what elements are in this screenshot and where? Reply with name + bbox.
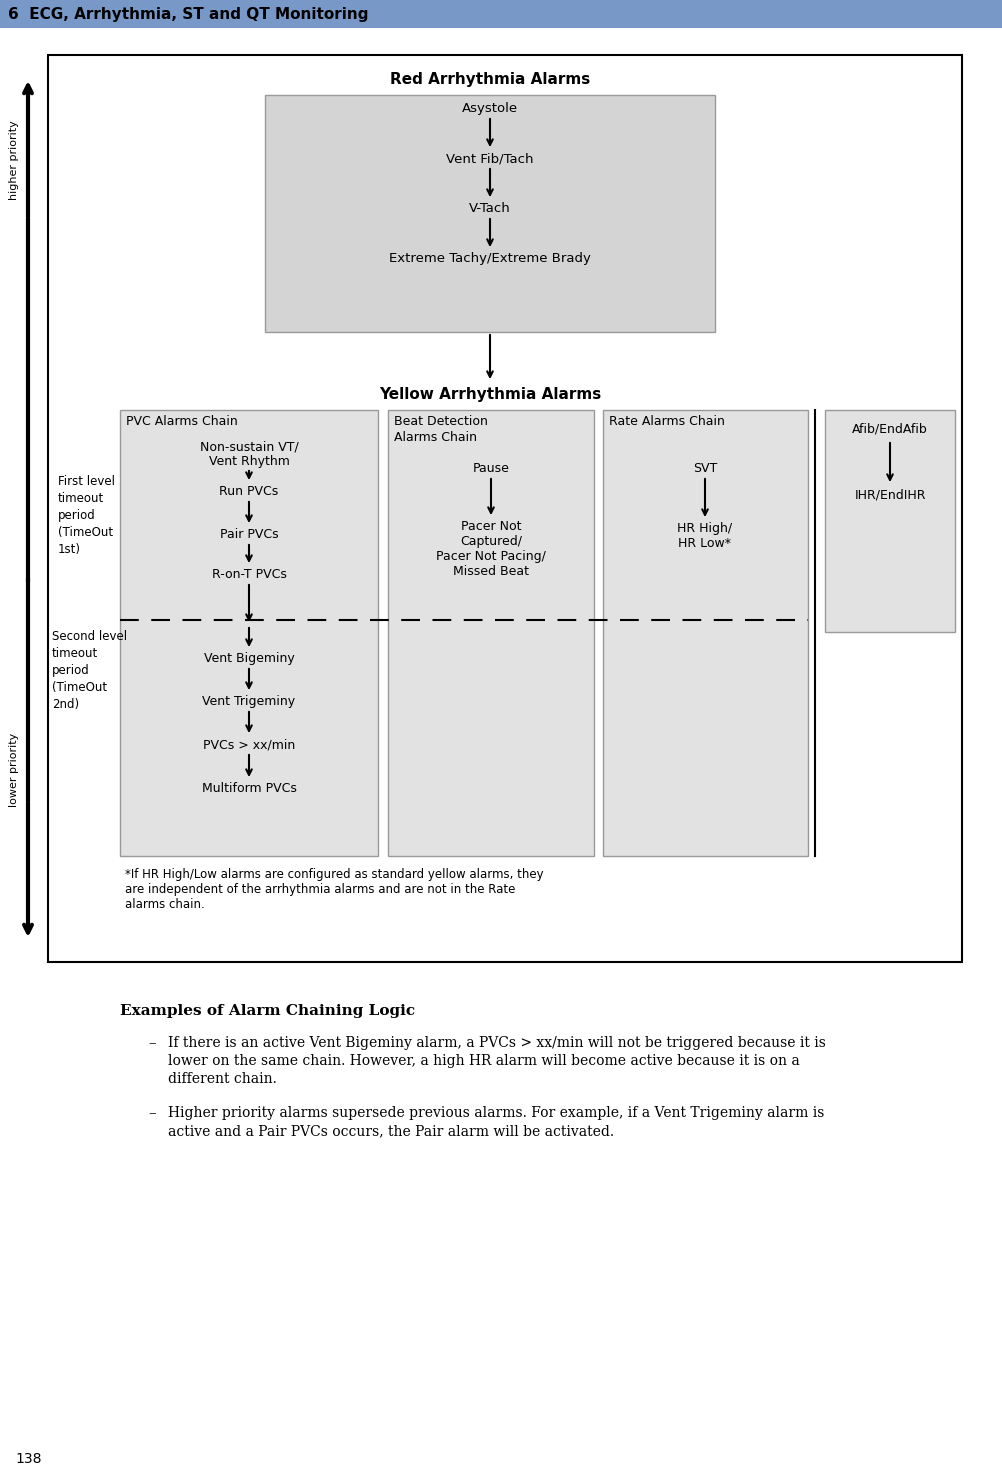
Text: active and a Pair PVCs occurs, the Pair alarm will be activated.: active and a Pair PVCs occurs, the Pair … (167, 1125, 613, 1138)
Bar (825, 410, 954, 632)
Text: Yellow Arrhythmia Alarms: Yellow Arrhythmia Alarms (379, 387, 600, 401)
Bar (48, 55, 961, 962)
Text: PVCs > xx/min: PVCs > xx/min (202, 738, 295, 751)
Text: Pacer Not
Captured/
Pacer Not Pacing/
Missed Beat: Pacer Not Captured/ Pacer Not Pacing/ Mi… (436, 520, 545, 579)
Bar (602, 410, 808, 856)
Text: PVC Alarms Chain: PVC Alarms Chain (126, 415, 237, 428)
Text: Second level
timeout
period
(TimeOut
2nd): Second level timeout period (TimeOut 2nd… (52, 630, 127, 711)
Text: *If HR High/Low alarms are configured as standard yellow alarms, they: *If HR High/Low alarms are configured as… (125, 868, 543, 881)
Text: Beat Detection
Alarms Chain: Beat Detection Alarms Chain (394, 415, 487, 444)
Text: Higher priority alarms supersede previous alarms. For example, if a Vent Trigemi: Higher priority alarms supersede previou… (167, 1106, 824, 1120)
Text: Multiform PVCs: Multiform PVCs (201, 782, 297, 796)
Text: Red Arrhythmia Alarms: Red Arrhythmia Alarms (390, 72, 589, 87)
Bar (0, 0, 1002, 28)
Text: 6  ECG, Arrhythmia, ST and QT Monitoring: 6 ECG, Arrhythmia, ST and QT Monitoring (8, 6, 368, 22)
Text: –: – (148, 1106, 155, 1120)
Text: alarms chain.: alarms chain. (125, 897, 204, 911)
Text: Vent Fib/Tach: Vent Fib/Tach (446, 152, 533, 165)
Bar (265, 94, 714, 332)
Text: Run PVCs: Run PVCs (219, 486, 279, 497)
Text: Pair PVCs: Pair PVCs (219, 528, 278, 542)
Text: V-Tach: V-Tach (469, 202, 510, 215)
Text: First level
timeout
period
(TimeOut
1st): First level timeout period (TimeOut 1st) (58, 475, 115, 556)
Text: Extreme Tachy/Extreme Brady: Extreme Tachy/Extreme Brady (389, 252, 590, 266)
Text: Vent Bigeminy: Vent Bigeminy (203, 652, 294, 666)
Text: Vent Trigeminy: Vent Trigeminy (202, 695, 296, 708)
Text: higher priority: higher priority (9, 120, 19, 199)
Text: lower on the same chain. However, a high HR alarm will become active because it : lower on the same chain. However, a high… (167, 1054, 799, 1069)
Text: different chain.: different chain. (167, 1072, 277, 1086)
Text: 138: 138 (15, 1452, 41, 1466)
Text: Afib/EndAfib: Afib/EndAfib (852, 422, 927, 435)
Text: Asystole: Asystole (462, 102, 518, 115)
Bar (120, 410, 378, 856)
Text: –: – (148, 1036, 155, 1049)
Text: R-on-T PVCs: R-on-T PVCs (211, 568, 287, 582)
Text: HR High/
HR Low*: HR High/ HR Low* (676, 523, 731, 551)
Text: IHR/EndIHR: IHR/EndIHR (854, 489, 925, 500)
Bar (388, 410, 593, 856)
Text: SVT: SVT (692, 462, 716, 475)
Text: Pause: Pause (472, 462, 509, 475)
Text: Non-sustain VT/
Vent Rhythm: Non-sustain VT/ Vent Rhythm (199, 440, 298, 468)
Text: are independent of the arrhythmia alarms and are not in the Rate: are independent of the arrhythmia alarms… (125, 883, 515, 896)
Text: Examples of Alarm Chaining Logic: Examples of Alarm Chaining Logic (120, 1004, 415, 1018)
Text: Rate Alarms Chain: Rate Alarms Chain (608, 415, 724, 428)
Text: lower priority: lower priority (9, 734, 19, 807)
Text: If there is an active Vent Bigeminy alarm, a PVCs > xx/min will not be triggered: If there is an active Vent Bigeminy alar… (167, 1036, 825, 1049)
